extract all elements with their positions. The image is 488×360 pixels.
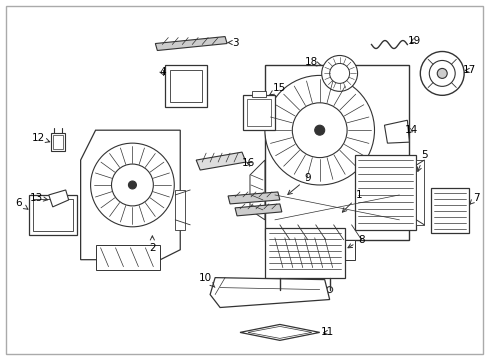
Circle shape — [428, 60, 454, 86]
Text: 18: 18 — [305, 58, 321, 67]
Bar — [29, 195, 77, 235]
Text: 8: 8 — [347, 235, 364, 248]
Polygon shape — [235, 204, 281, 216]
Bar — [251, 91, 265, 97]
Polygon shape — [240, 324, 319, 340]
Circle shape — [111, 164, 153, 206]
Polygon shape — [384, 120, 408, 143]
Text: 15: 15 — [269, 84, 286, 95]
Polygon shape — [196, 152, 245, 170]
Bar — [246, 99, 270, 126]
Bar — [170, 71, 202, 102]
Circle shape — [128, 181, 136, 189]
Text: 3: 3 — [228, 37, 238, 48]
Polygon shape — [49, 190, 68, 207]
Bar — [165, 66, 207, 107]
Polygon shape — [155, 37, 226, 50]
Text: 13: 13 — [30, 193, 48, 203]
Text: 5: 5 — [417, 150, 427, 171]
Bar — [175, 190, 185, 230]
Bar — [51, 133, 64, 151]
Bar — [274, 240, 354, 260]
Bar — [95, 245, 160, 270]
Bar — [53, 135, 62, 149]
Text: 16: 16 — [241, 158, 254, 168]
Bar — [430, 188, 468, 233]
Circle shape — [292, 103, 346, 158]
Polygon shape — [210, 278, 329, 307]
Text: 10: 10 — [198, 273, 214, 287]
Bar — [264, 228, 344, 278]
Bar — [415, 160, 424, 225]
Text: 12: 12 — [32, 133, 50, 143]
Bar — [243, 95, 274, 130]
Circle shape — [326, 287, 332, 293]
Text: 19: 19 — [407, 36, 420, 46]
Bar — [354, 155, 415, 230]
Text: 7: 7 — [469, 193, 478, 204]
Circle shape — [436, 68, 447, 78]
Text: 17: 17 — [462, 66, 475, 76]
Bar — [264, 66, 408, 240]
Circle shape — [264, 75, 374, 185]
Polygon shape — [247, 327, 311, 338]
Text: 9: 9 — [287, 173, 310, 194]
Circle shape — [276, 287, 282, 293]
Circle shape — [420, 51, 463, 95]
Text: 1: 1 — [342, 190, 362, 212]
Circle shape — [314, 125, 324, 135]
Text: 6: 6 — [16, 198, 28, 209]
Circle shape — [321, 55, 357, 91]
Circle shape — [90, 143, 174, 227]
Polygon shape — [81, 130, 180, 260]
Polygon shape — [249, 160, 264, 220]
Polygon shape — [227, 192, 279, 204]
Text: 11: 11 — [321, 327, 334, 337]
Text: 14: 14 — [404, 125, 417, 135]
Bar — [33, 199, 73, 231]
Text: 4: 4 — [159, 67, 165, 77]
Circle shape — [329, 63, 349, 84]
Text: 2: 2 — [149, 236, 155, 253]
